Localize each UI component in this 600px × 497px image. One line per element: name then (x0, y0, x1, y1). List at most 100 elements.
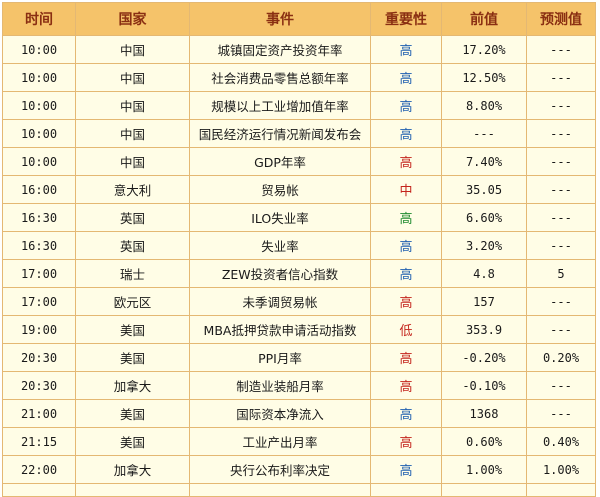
cell-time: 22:00 (2, 455, 76, 484)
table-header: 时间 国家 事件 重要性 前值 预测值 (2, 2, 596, 36)
cell-time: 21:00 (2, 399, 76, 428)
cell-event: 未季调贸易帐 (189, 287, 371, 316)
empty-cell (526, 483, 596, 497)
cell-forecast: --- (526, 63, 596, 92)
cell-event: 规模以上工业增加值年率 (189, 91, 371, 120)
cell-event: MBA抵押贷款申请活动指数 (189, 315, 371, 344)
cell-previous: -0.10% (441, 371, 527, 400)
cell-event: 城镇固定资产投资年率 (189, 35, 371, 64)
cell-country: 瑞士 (75, 259, 190, 288)
table-row-partial (2, 483, 596, 497)
cell-event: 工业产出月率 (189, 427, 371, 456)
cell-previous: 6.60% (441, 203, 527, 232)
cell-country: 欧元区 (75, 287, 190, 316)
cell-country: 中国 (75, 119, 190, 148)
cell-importance: 高 (370, 35, 442, 64)
cell-event: 失业率 (189, 231, 371, 260)
cell-time: 10:00 (2, 91, 76, 120)
cell-country: 美国 (75, 399, 190, 428)
table-row: 17:00 欧元区 未季调贸易帐高 157 --- (2, 287, 596, 316)
header-previous: 前值 (441, 2, 527, 36)
cell-forecast: --- (526, 147, 596, 176)
cell-country: 中国 (75, 91, 190, 120)
empty-cell (2, 483, 76, 497)
cell-time: 10:00 (2, 147, 76, 176)
cell-forecast: --- (526, 231, 596, 260)
cell-forecast: --- (526, 91, 596, 120)
cell-previous: --- (441, 119, 527, 148)
table-row: 10:00 中国 城镇固定资产投资年率高 17.20% --- (2, 35, 596, 64)
cell-previous: 3.20% (441, 231, 527, 260)
empty-cell (441, 483, 527, 497)
cell-importance: 中 (370, 175, 442, 204)
header-row: 时间 国家 事件 重要性 前值 预测值 (2, 2, 596, 36)
cell-previous: 0.60% (441, 427, 527, 456)
table-row: 22:00 加拿大 央行公布利率决定高 1.00% 1.00% (2, 455, 596, 484)
empty-cell (75, 483, 190, 497)
cell-time: 20:30 (2, 371, 76, 400)
cell-previous: -0.20% (441, 343, 527, 372)
cell-time: 10:00 (2, 119, 76, 148)
cell-event: 国民经济运行情况新闻发布会 (189, 119, 371, 148)
cell-country: 英国 (75, 203, 190, 232)
table-row: 16:30 英国 ILO失业率高 6.60% --- (2, 203, 596, 232)
cell-importance: 高 (370, 147, 442, 176)
cell-previous: 12.50% (441, 63, 527, 92)
table-row: 10:00 中国 国民经济运行情况新闻发布会高 --- --- (2, 119, 596, 148)
cell-time: 16:30 (2, 203, 76, 232)
cell-previous: 8.80% (441, 91, 527, 120)
cell-time: 17:00 (2, 287, 76, 316)
cell-country: 意大利 (75, 175, 190, 204)
cell-previous: 4.8 (441, 259, 527, 288)
cell-importance: 高 (370, 259, 442, 288)
cell-forecast: 1.00% (526, 455, 596, 484)
cell-importance: 高 (370, 343, 442, 372)
cell-event: ILO失业率 (189, 203, 371, 232)
cell-country: 美国 (75, 315, 190, 344)
table-row: 10:00 中国 社会消费品零售总额年率高 12.50% --- (2, 63, 596, 92)
cell-country: 美国 (75, 427, 190, 456)
cell-previous: 1368 (441, 399, 527, 428)
cell-time: 10:00 (2, 63, 76, 92)
cell-importance: 高 (370, 91, 442, 120)
table-row: 21:00 美国 国际资本净流入高 1368 --- (2, 399, 596, 428)
header-country: 国家 (75, 2, 190, 36)
table-row: 16:30 英国 失业率高 3.20% --- (2, 231, 596, 260)
cell-event: 贸易帐 (189, 175, 371, 204)
cell-forecast: --- (526, 287, 596, 316)
table-row: 17:00 瑞士 ZEW投资者信心指数高 4.8 5 (2, 259, 596, 288)
table-row: 20:30 加拿大 制造业装船月率高 -0.10% --- (2, 371, 596, 400)
cell-country: 中国 (75, 147, 190, 176)
header-importance: 重要性 (370, 2, 442, 36)
cell-previous: 35.05 (441, 175, 527, 204)
cell-country: 美国 (75, 343, 190, 372)
cell-importance: 高 (370, 399, 442, 428)
empty-cell (189, 483, 371, 497)
cell-time: 16:00 (2, 175, 76, 204)
cell-event: 央行公布利率决定 (189, 455, 371, 484)
cell-importance: 高 (370, 455, 442, 484)
table-row: 10:00 中国 规模以上工业增加值年率高 8.80% --- (2, 91, 596, 120)
table-row: 21:15 美国 工业产出月率高 0.60% 0.40% (2, 427, 596, 456)
cell-time: 16:30 (2, 231, 76, 260)
cell-previous: 17.20% (441, 35, 527, 64)
header-time: 时间 (2, 2, 76, 36)
cell-previous: 7.40% (441, 147, 527, 176)
cell-importance: 高 (370, 427, 442, 456)
cell-event: ZEW投资者信心指数 (189, 259, 371, 288)
cell-importance: 高 (370, 119, 442, 148)
cell-forecast: --- (526, 119, 596, 148)
cell-forecast: --- (526, 35, 596, 64)
empty-cell (370, 483, 442, 497)
cell-forecast: --- (526, 371, 596, 400)
cell-forecast: --- (526, 399, 596, 428)
cell-event: 国际资本净流入 (189, 399, 371, 428)
cell-country: 中国 (75, 63, 190, 92)
cell-previous: 1.00% (441, 455, 527, 484)
cell-previous: 353.9 (441, 315, 527, 344)
cell-importance: 高 (370, 63, 442, 92)
cell-forecast: 0.20% (526, 343, 596, 372)
table-body: 10:00 中国 城镇固定资产投资年率高 17.20% --- 10:00 中国 社会消费品零… (2, 35, 596, 497)
